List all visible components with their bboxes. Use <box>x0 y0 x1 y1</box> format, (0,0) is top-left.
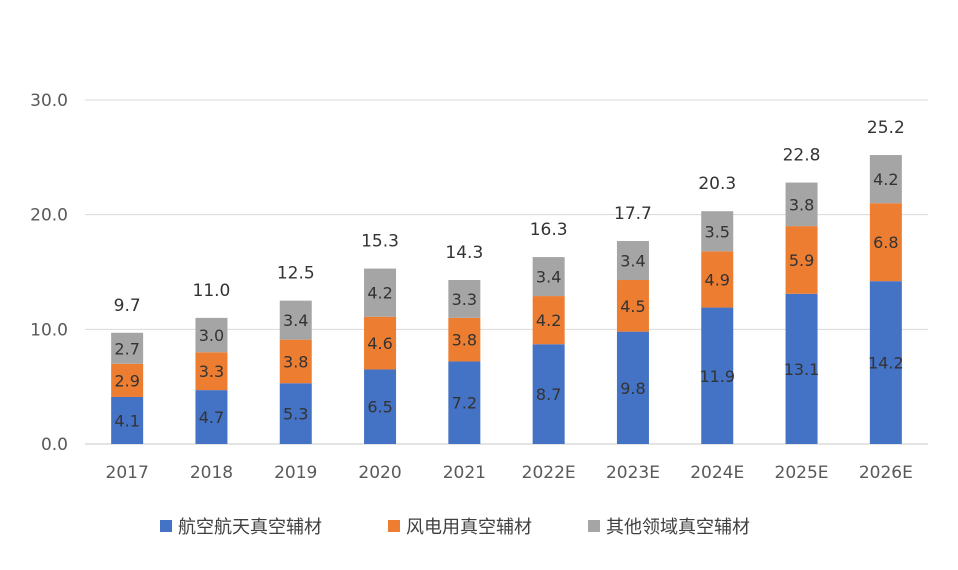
total-value-label: 12.5 <box>277 264 315 284</box>
bar-segment <box>532 296 565 345</box>
segment-value-label: 3.3 <box>452 290 477 309</box>
x-tick-label: 2026E <box>859 463 913 483</box>
bar-segment <box>701 211 734 252</box>
total-value-label: 22.8 <box>783 146 821 166</box>
total-value-label: 11.0 <box>193 281 231 301</box>
bar-segment <box>869 281 902 444</box>
segment-value-label: 5.3 <box>283 405 308 424</box>
legend-label: 航空航天真空辅材 <box>178 517 322 538</box>
x-tick-label: 2021 <box>443 463 486 483</box>
bar-segment <box>532 257 565 297</box>
segment-value-label: 3.8 <box>283 352 308 371</box>
bar-segment <box>785 293 818 444</box>
segment-value-label: 13.1 <box>784 360 820 379</box>
x-tick-label: 2023E <box>606 463 660 483</box>
bar-segment <box>195 390 228 444</box>
total-value-label: 9.7 <box>114 296 141 316</box>
segment-value-label: 7.2 <box>452 394 477 413</box>
bar-segment <box>448 361 481 444</box>
segment-value-label: 4.2 <box>873 170 898 189</box>
bar-segment <box>111 396 144 444</box>
bar-segment <box>364 369 397 444</box>
total-value-label: 15.3 <box>361 232 399 252</box>
bar-segment <box>701 251 734 308</box>
x-tick-label: 2024E <box>690 463 744 483</box>
segment-value-label: 11.9 <box>699 367 735 386</box>
x-tick-label: 2020 <box>358 463 401 483</box>
segment-value-label: 4.7 <box>199 408 224 427</box>
bar-segment <box>616 241 649 281</box>
y-tick-label: 20.0 <box>30 206 68 226</box>
legend-label: 风电用真空辅材 <box>406 517 532 538</box>
total-value-label: 17.7 <box>614 204 652 224</box>
segment-value-label: 3.4 <box>283 311 308 330</box>
segment-value-label: 3.8 <box>452 331 477 350</box>
bar-segment <box>785 226 818 294</box>
segment-value-label: 4.1 <box>114 411 139 430</box>
segment-value-label: 5.9 <box>789 251 814 270</box>
legend-swatch <box>388 520 400 532</box>
total-value-label: 14.3 <box>445 243 483 263</box>
x-tick-label: 2018 <box>190 463 233 483</box>
total-value-label: 20.3 <box>698 174 736 194</box>
bar-segment <box>785 182 818 227</box>
x-tick-label: 2019 <box>274 463 317 483</box>
bar-segment <box>448 317 481 362</box>
x-tick-label: 2025E <box>775 463 829 483</box>
segment-value-label: 3.8 <box>789 195 814 214</box>
bar-segment <box>279 300 312 340</box>
bar-segment <box>448 280 481 318</box>
bar-segment <box>532 344 565 444</box>
segment-value-label: 4.9 <box>705 270 730 289</box>
segment-value-label: 3.3 <box>199 362 224 381</box>
bar-segment <box>616 280 649 332</box>
bar-segment <box>616 331 649 444</box>
bar-segment <box>279 339 312 384</box>
segment-value-label: 3.4 <box>536 268 561 287</box>
y-tick-label: 0.0 <box>41 435 68 455</box>
segment-value-label: 9.8 <box>620 379 645 398</box>
bar-segment <box>111 363 144 397</box>
total-value-label: 25.2 <box>867 118 905 138</box>
bar-segment <box>195 352 228 391</box>
segment-value-label: 6.8 <box>873 233 898 252</box>
bar-segment <box>279 383 312 444</box>
segment-value-label: 4.2 <box>536 311 561 330</box>
legend-swatch <box>160 520 172 532</box>
segment-value-label: 2.7 <box>114 339 139 358</box>
segment-value-label: 14.2 <box>868 354 904 373</box>
segment-value-label: 8.7 <box>536 385 561 404</box>
segment-value-label: 3.4 <box>620 252 645 271</box>
bar-segment <box>111 332 144 364</box>
segment-value-label: 4.2 <box>367 284 392 303</box>
bar-segment <box>364 316 397 370</box>
bar-segment <box>869 203 902 282</box>
y-tick-label: 10.0 <box>30 320 68 340</box>
segment-value-label: 3.5 <box>705 222 730 241</box>
y-tick-label: 30.0 <box>30 91 68 111</box>
bar-segment <box>364 268 397 317</box>
segment-value-label: 3.0 <box>199 326 224 345</box>
legend-swatch <box>588 520 600 532</box>
bar-segment <box>869 155 902 204</box>
x-tick-label: 2017 <box>106 463 149 483</box>
bar-segment <box>701 307 734 444</box>
legend-label: 其他领域真空辅材 <box>606 517 750 538</box>
segment-value-label: 2.9 <box>114 371 139 390</box>
total-value-label: 16.3 <box>530 220 568 240</box>
segment-value-label: 4.5 <box>620 297 645 316</box>
bar-segment <box>195 317 228 353</box>
x-tick-label: 2022E <box>522 463 576 483</box>
segment-value-label: 4.6 <box>367 334 392 353</box>
segment-value-label: 6.5 <box>367 398 392 417</box>
